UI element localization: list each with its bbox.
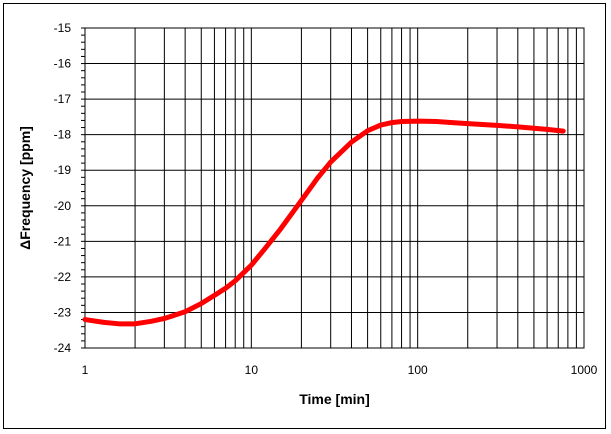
x-axis-title: Time [min] [299,391,370,407]
y-tick-label: -17 [54,92,72,106]
x-tick-label: 1 [82,363,89,377]
series-line [82,118,566,327]
y-tick-label: -18 [54,128,72,142]
y-tick-label: -15 [54,21,72,35]
chart-frame [3,3,606,429]
y-tick-label: -20 [54,199,72,213]
plot-area-border [84,27,585,349]
x-axis-ticks: 1 10 100 1000 [82,363,598,377]
x-tick-label: 100 [408,363,428,377]
y-axis-ticks: -15 -16 -17 -18 -19 -20 -21 -22 -23 -24 [54,21,85,355]
x-tick-label: 10 [245,363,259,377]
y-tick-label: -16 [54,57,72,71]
y-tick-label: -23 [54,305,72,319]
y-tick-label: -21 [54,234,72,248]
y-tick-label: -24 [54,341,72,355]
y-tick-label: -19 [54,163,72,177]
y-axis-title: ΔFrequency [ppm] [17,126,33,250]
y-tick-label: -22 [54,270,72,284]
x-tick-label: 1000 [571,363,598,377]
grid-layer [84,27,584,349]
